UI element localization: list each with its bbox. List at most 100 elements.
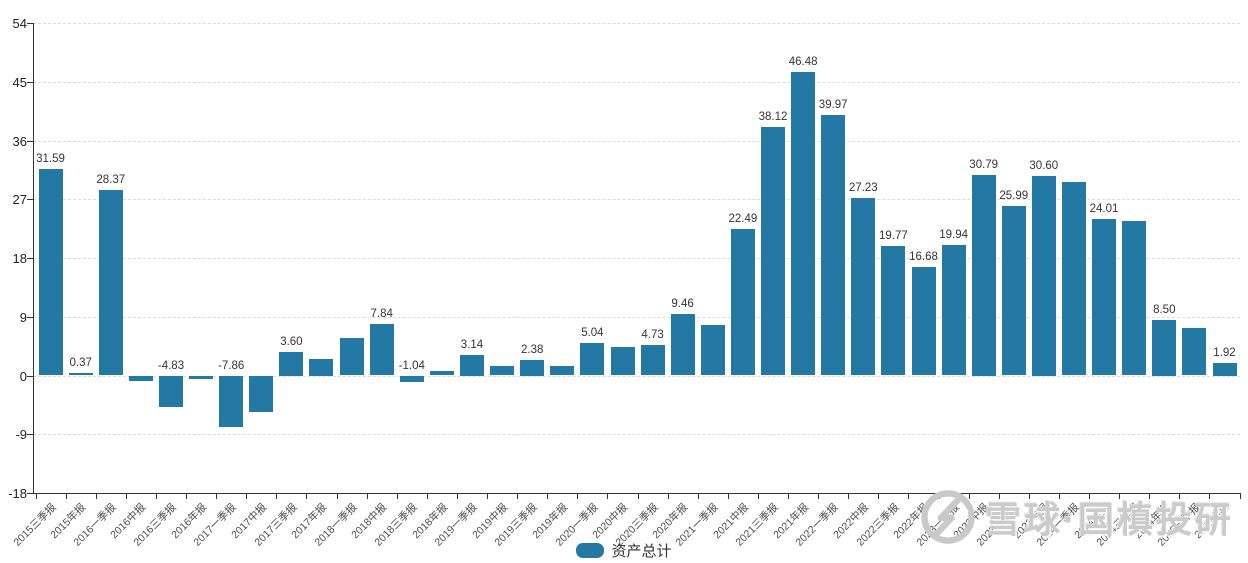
bar[interactable] xyxy=(339,338,364,376)
legend[interactable]: 资产总计 xyxy=(0,540,1248,560)
bar[interactable] xyxy=(219,375,244,427)
bar[interactable] xyxy=(309,358,334,376)
x-axis-tick xyxy=(788,493,789,499)
y-axis-tick-label: 27 xyxy=(12,192,27,208)
x-axis-tick xyxy=(818,493,820,499)
bar[interactable] xyxy=(881,246,906,376)
x-axis-tick xyxy=(848,493,850,499)
bar-value-label: 25.99 xyxy=(999,189,1029,202)
bar[interactable] xyxy=(761,126,785,376)
x-axis-tick xyxy=(95,493,97,499)
bar-value-label: 3.60 xyxy=(280,336,303,348)
x-axis-tick xyxy=(1149,493,1151,499)
bar[interactable] xyxy=(1182,327,1207,376)
x-axis-tick xyxy=(697,493,699,499)
y-axis-tick xyxy=(27,375,33,377)
bar[interactable] xyxy=(851,197,876,376)
bar[interactable] xyxy=(670,313,695,376)
bar[interactable] xyxy=(98,190,123,376)
bar-value-label: 8.50 xyxy=(1153,304,1176,316)
bar[interactable] xyxy=(128,375,153,382)
x-axis-tick xyxy=(1028,493,1030,499)
bar[interactable] xyxy=(369,324,394,376)
bar-value-label: 2.38 xyxy=(520,344,544,356)
bar[interactable] xyxy=(1062,182,1086,376)
bar[interactable] xyxy=(249,375,274,413)
x-axis-tick xyxy=(908,493,910,499)
y-axis-tick-label: -9 xyxy=(15,427,27,443)
bar[interactable] xyxy=(279,352,304,376)
bar-value-label: 22.49 xyxy=(728,212,758,225)
bar[interactable] xyxy=(189,375,214,380)
bar-value-label: 31.59 xyxy=(36,153,65,166)
x-axis-tick xyxy=(1179,493,1181,499)
bar[interactable] xyxy=(821,114,846,376)
y-gridline xyxy=(33,434,1240,436)
x-axis-tick xyxy=(607,493,609,499)
bar[interactable] xyxy=(700,325,725,376)
x-axis-tick xyxy=(276,493,278,499)
x-axis-tick xyxy=(487,493,488,499)
bar[interactable] xyxy=(1001,205,1026,376)
bar[interactable] xyxy=(610,347,635,376)
bar[interactable] xyxy=(640,344,665,376)
bar-value-label: 27.23 xyxy=(848,181,878,194)
bar-value-label: 30.60 xyxy=(1029,159,1059,172)
bar[interactable] xyxy=(429,370,454,376)
y-axis-tick-label: 45 xyxy=(12,74,27,90)
legend-swatch-icon[interactable] xyxy=(576,542,605,558)
bar[interactable] xyxy=(730,228,755,376)
bar-value-label: 38.12 xyxy=(758,110,788,123)
y-axis-tick xyxy=(27,199,33,201)
x-axis-tick xyxy=(65,493,67,499)
x-axis-tick xyxy=(1239,493,1241,499)
bar[interactable] xyxy=(1031,175,1056,376)
bar-value-label: 39.97 xyxy=(818,98,848,111)
x-axis-tick xyxy=(125,493,127,499)
x-axis-tick xyxy=(1209,493,1211,499)
bar[interactable] xyxy=(941,245,966,376)
bar[interactable] xyxy=(159,375,183,407)
bar[interactable] xyxy=(1122,221,1147,376)
y-axis-tick xyxy=(27,23,33,24)
x-axis-tick xyxy=(186,493,187,499)
y-axis-tick-label: 0 xyxy=(19,368,27,384)
x-axis-tick xyxy=(667,493,669,499)
bar[interactable] xyxy=(399,375,424,383)
x-axis-tick xyxy=(727,493,729,499)
bar[interactable] xyxy=(68,373,93,376)
bar[interactable] xyxy=(791,72,816,376)
bar-value-label: 28.37 xyxy=(96,174,126,187)
bar-value-label: 24.01 xyxy=(1089,202,1119,215)
bar[interactable] xyxy=(580,342,605,376)
bar[interactable] xyxy=(38,169,63,376)
legend-label[interactable]: 资产总计 xyxy=(611,542,672,560)
x-axis-tick xyxy=(216,493,218,499)
y-axis-tick-label: -18 xyxy=(8,486,27,501)
x-axis-tick xyxy=(757,493,759,499)
bar-value-label: 30.79 xyxy=(969,158,999,171)
y-axis-tick xyxy=(27,140,33,142)
bar[interactable] xyxy=(490,365,515,376)
bar[interactable] xyxy=(911,266,936,376)
bar-value-label: 5.04 xyxy=(581,326,604,339)
bar-value-label: 7.84 xyxy=(370,308,393,321)
y-gridline xyxy=(33,81,1240,83)
bar[interactable] xyxy=(1212,363,1237,376)
bar[interactable] xyxy=(460,355,484,376)
bar[interactable] xyxy=(1152,320,1177,376)
x-axis-tick xyxy=(336,493,338,499)
x-axis-tick xyxy=(1119,493,1121,499)
bar[interactable] xyxy=(971,174,996,376)
x-axis-tick xyxy=(426,493,428,499)
bar-value-label: 1.92 xyxy=(1213,347,1236,359)
bar[interactable] xyxy=(550,365,575,376)
bar[interactable] xyxy=(520,360,545,376)
x-axis-tick xyxy=(998,493,1000,499)
y-gridline xyxy=(33,375,1240,377)
bar-value-label: -4.83 xyxy=(157,359,185,372)
y-axis-tick xyxy=(27,434,33,436)
bar[interactable] xyxy=(1092,218,1116,376)
y-gridline xyxy=(33,199,1240,201)
bar-value-label: -1.04 xyxy=(398,359,425,372)
